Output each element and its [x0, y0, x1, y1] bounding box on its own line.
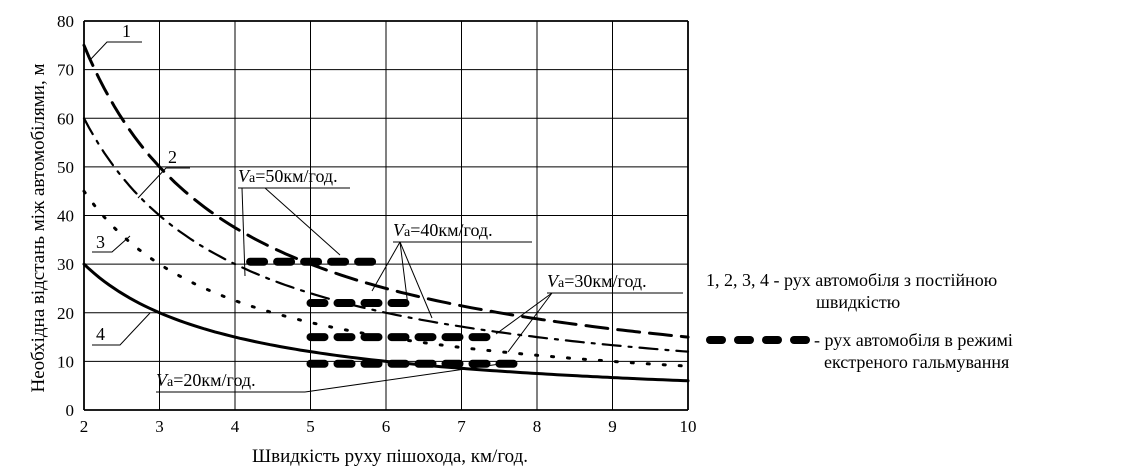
curve-label-4: 4	[96, 324, 105, 344]
y-tick-label: 0	[66, 401, 75, 420]
leader-40-b	[399, 241, 409, 307]
legend-text-constant-2: швидкістю	[816, 292, 901, 312]
speed-subscript: a	[249, 171, 256, 186]
x-tick-label: 7	[457, 417, 466, 436]
speed-subscript: a	[558, 276, 565, 291]
leader-30-a	[495, 292, 553, 335]
leader-curve-2	[137, 167, 190, 199]
y-tick-label: 20	[57, 304, 74, 323]
curve-label-1: 1	[122, 21, 131, 41]
leader-30-b	[507, 292, 553, 353]
legend-text-constant: 1, 2, 3, 4 - рух автомобіля з постійною	[706, 270, 998, 290]
speed-value: =50км/год.	[255, 166, 337, 186]
x-tick-label: 2	[80, 417, 89, 436]
annotations: 1234Va=50км/год.Va=40км/год.Va=30км/год.…	[89, 21, 683, 393]
leader-50-a	[241, 187, 246, 277]
leader-curve-4	[92, 312, 151, 346]
y-tick-label: 50	[57, 158, 74, 177]
axis-ticks: 2 3 4 5 6 7 8 9 10 0 10 20 30 40 50 60 70 80	[57, 12, 697, 436]
annotation-40: Va=40км/год.	[393, 220, 493, 240]
annotation-30: Va=30км/год.	[547, 271, 647, 291]
x-tick-label: 3	[155, 417, 164, 436]
speed-value: =20км/год.	[173, 370, 255, 390]
leader-curve-3	[92, 235, 131, 253]
y-axis-title: Необхідна відстань між автомобілями, м	[28, 63, 49, 393]
legend-braking-symbol	[706, 336, 810, 346]
x-tick-label: 4	[231, 417, 240, 436]
curve-label-3: 3	[96, 232, 105, 252]
speed-value: =30км/год.	[564, 271, 646, 291]
y-tick-label: 60	[57, 109, 74, 128]
x-tick-label: 5	[306, 417, 315, 436]
x-tick-label: 6	[382, 417, 391, 436]
leader-40-c	[399, 241, 433, 319]
series-line-2	[82, 117, 690, 353]
curve-label-2: 2	[168, 147, 177, 167]
x-tick-label: 8	[533, 417, 542, 436]
x-tick-label: 10	[680, 417, 697, 436]
speed-symbol: V	[547, 271, 560, 291]
legend-text-braking-2: екстреного гальмування	[824, 352, 1010, 372]
leader-50-b	[264, 187, 341, 256]
y-tick-label: 30	[57, 255, 74, 274]
series-line-4	[82, 262, 690, 383]
legend-text-braking: - рух автомобіля в режимі	[814, 330, 1013, 350]
y-tick-label: 10	[57, 352, 74, 371]
y-tick-label: 70	[57, 61, 74, 80]
plot-grid	[83, 20, 689, 411]
leader-40-a	[371, 241, 401, 292]
x-axis-title: Швидкість руху пішохода, км/год.	[251, 446, 529, 467]
y-tick-label: 40	[57, 207, 74, 226]
annotation-20: Va=20км/год.	[156, 370, 256, 390]
braking-segments	[246, 257, 519, 368]
speed-subscript: a	[167, 375, 174, 390]
series-lines	[82, 43, 690, 383]
series-line-1	[82, 43, 690, 339]
speed-value: =40км/год.	[410, 220, 492, 240]
leader-20-a	[304, 363, 501, 393]
annotation-50: Va=50км/год.	[238, 166, 338, 186]
leader-curve-1	[89, 41, 142, 61]
speed-symbol: V	[393, 220, 406, 240]
speed-subscript: a	[404, 225, 411, 240]
y-tick-label: 80	[57, 12, 74, 31]
x-tick-label: 9	[608, 417, 617, 436]
speed-symbol: V	[156, 370, 169, 390]
speed-symbol: V	[238, 166, 251, 186]
